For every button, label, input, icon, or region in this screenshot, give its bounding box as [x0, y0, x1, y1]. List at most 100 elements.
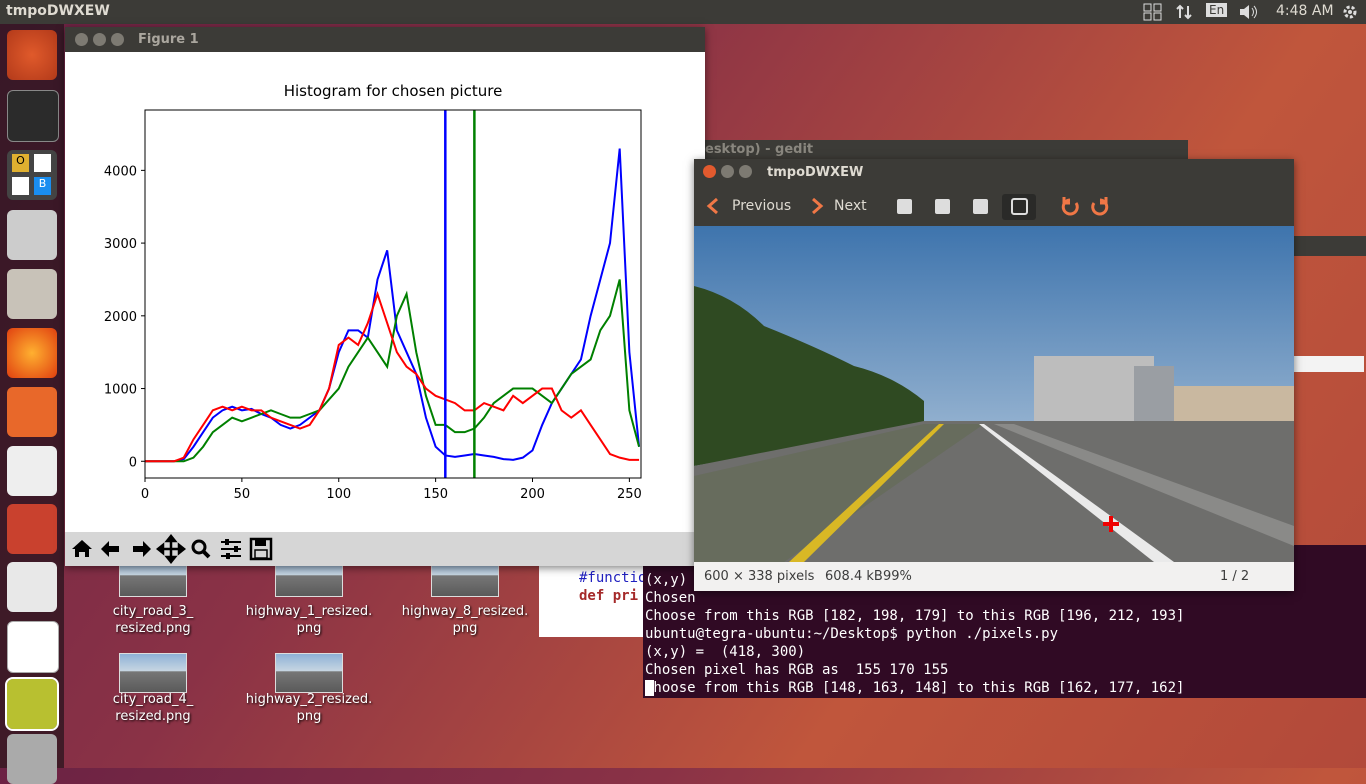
viewer-tools [897, 194, 1109, 220]
icon-label: resized.png [115, 709, 191, 724]
normal-size-button[interactable] [973, 199, 988, 214]
terminal-line: Chosen pixel has RGB as 155 170 155 [645, 662, 949, 678]
rotate-right-button[interactable] [1091, 197, 1109, 216]
rotate-left-button[interactable] [1061, 197, 1079, 216]
configure-button[interactable] [221, 539, 241, 559]
window-edge [1294, 356, 1364, 372]
maximize-button[interactable] [111, 33, 124, 46]
desktop-icon[interactable]: highway_2_resized.png [234, 653, 384, 733]
network-icon[interactable] [1176, 4, 1192, 20]
close-button[interactable] [703, 165, 716, 178]
icon-label: png [452, 621, 478, 636]
desktop-icon[interactable]: highway_8_resized.png [390, 557, 540, 645]
figure-toolbar [65, 532, 705, 566]
next-arrow[interactable] [810, 197, 824, 215]
terminal-line: Chosen [645, 590, 696, 606]
status-bar: 600 × 338 pixels 608.4 kB 99% 1 / 2 [694, 562, 1294, 591]
dash-button[interactable] [7, 30, 57, 80]
volume-icon[interactable] [1238, 4, 1258, 20]
toolbar-icons [72, 533, 273, 565]
image-viewer: tmpoDWXEW Previous Next 600 × 338 pixels… [694, 159, 1294, 591]
y-tick-label: 3000 [104, 237, 137, 252]
previous-button[interactable]: Previous [732, 198, 792, 214]
icon-label: resized.png [115, 621, 191, 636]
image-index: 1 / 2 [1220, 569, 1250, 584]
y-tick-label: 1000 [104, 383, 137, 398]
settings-launcher[interactable] [7, 504, 57, 554]
minimize-button[interactable] [93, 33, 106, 46]
x-tick-label: 200 [520, 487, 545, 502]
icon-label: highway_2_resized. [245, 692, 373, 707]
icon-label: highway_8_resized. [401, 604, 529, 619]
workspace-icon[interactable] [1143, 3, 1163, 21]
camera-launcher[interactable] [7, 210, 57, 260]
file-size: 608.4 kB [825, 569, 883, 584]
close-button[interactable] [75, 33, 88, 46]
histogram-line [145, 290, 640, 463]
image-size: 600 × 338 pixels [704, 569, 815, 584]
icon-label: city_road_4_ [112, 692, 194, 707]
prev-arrow[interactable] [706, 197, 720, 215]
icon-label: city_road_3_ [112, 604, 194, 619]
terminal-line: (x,y) [645, 572, 688, 588]
desktop-icon[interactable]: city_road_4_ resized.png [78, 653, 228, 733]
next-button[interactable]: Next [834, 198, 867, 214]
plot-frame [144, 109, 642, 479]
icon-label: png [296, 621, 322, 636]
notes-launcher[interactable]: O B [7, 150, 57, 200]
y-tick-label: 0 [129, 455, 137, 470]
chart: Histogram for chosen picture 01000200030… [65, 52, 705, 532]
icon-label: png [296, 709, 322, 724]
launcher: O B [0, 24, 64, 784]
x-tick-label: 150 [423, 487, 448, 502]
files-launcher[interactable] [7, 269, 57, 319]
code-line: def pri [579, 588, 639, 604]
fit-button-bg [1002, 194, 1036, 220]
zoom-button[interactable] [191, 539, 211, 559]
window-title: Figure 1 [138, 32, 199, 47]
viewer-toolbar: Previous Next [694, 186, 1294, 226]
gedit-title: esktop) - gedit [705, 142, 814, 157]
fit-button[interactable] [1011, 198, 1028, 215]
figure-titlebar: Figure 1 [65, 27, 705, 52]
terminal-launcher[interactable] [7, 90, 59, 142]
editor-launcher[interactable] [7, 562, 57, 612]
pan-button[interactable] [155, 533, 187, 565]
top-panel: tmpoDWXEW En 4:48 AM [0, 0, 1366, 24]
x-tick-label: 100 [326, 487, 351, 502]
y-tick-label: 4000 [104, 164, 137, 179]
terminal-line: ubuntu@tegra-ubuntu:~/Desktop$ python ./… [645, 626, 1059, 642]
home-button[interactable] [72, 540, 92, 557]
firefox-launcher[interactable] [7, 328, 57, 378]
window-edge [1294, 236, 1366, 256]
back-button[interactable] [101, 541, 119, 557]
figure-window: Figure 1 Histogram for chosen picture 0 1… [65, 27, 705, 566]
launcher-tile [12, 177, 29, 195]
terminal-line: Choose from this RGB [148, 163, 148] to … [645, 680, 1185, 696]
zoom-out-button[interactable] [935, 199, 950, 214]
settings-icon[interactable] [1341, 3, 1359, 21]
launcher-tile [34, 154, 51, 172]
cursor [645, 680, 654, 696]
gedit-editor[interactable]: #functio def pri [539, 560, 649, 637]
histogram-line [145, 279, 641, 463]
launcher-letter: O [12, 154, 29, 172]
launcher-letter: B [34, 177, 51, 195]
zoom-in-button[interactable] [897, 199, 912, 214]
maximize-button[interactable] [739, 165, 752, 178]
amazon-launcher[interactable] [7, 446, 57, 496]
forward-button[interactable] [133, 541, 151, 557]
desktop-icon[interactable]: city_road_3_ resized.png [78, 557, 228, 645]
save-button[interactable] [249, 537, 273, 561]
desktop-icon[interactable]: highway_1_resized. png [234, 557, 384, 645]
clock[interactable]: 4:48 AM [1276, 3, 1334, 19]
active-title: tmpoDWXEW [6, 3, 110, 19]
minimize-button[interactable] [721, 165, 734, 178]
app-launcher[interactable] [7, 621, 59, 673]
x-tick-label: 0 [141, 487, 149, 502]
gedit-titlebar[interactable]: esktop) - gedit [705, 140, 1188, 160]
keyboard-lang[interactable]: En [1206, 3, 1228, 17]
software-launcher[interactable] [7, 387, 57, 437]
viewer-launcher[interactable] [5, 677, 59, 731]
